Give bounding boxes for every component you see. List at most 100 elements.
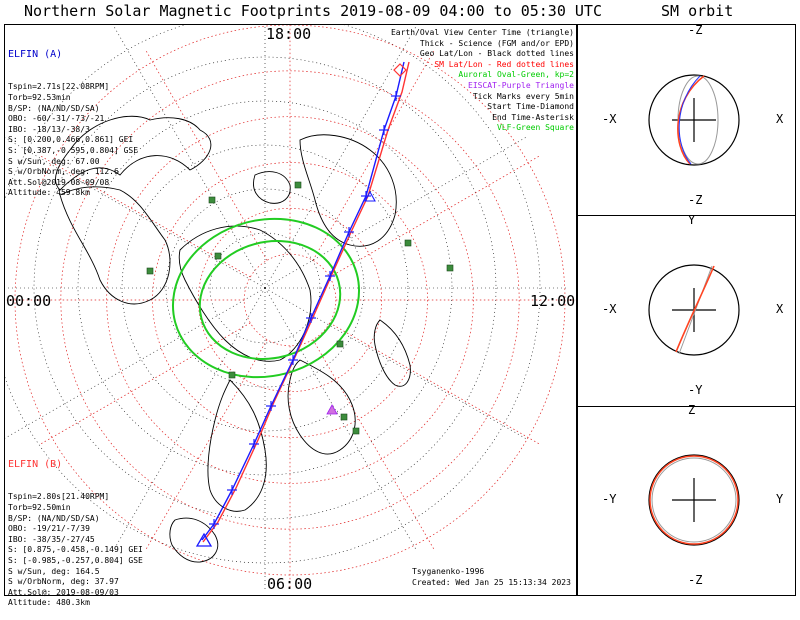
legend-entry: VLF-Green Square bbox=[496, 123, 574, 133]
vlf-square bbox=[214, 252, 222, 260]
info-line: S w/OrbNorm, deg: 37.97 bbox=[8, 577, 119, 587]
orbit-title: SM orbit bbox=[661, 2, 734, 20]
info-line: S w/Sun, deg: 67.00 bbox=[8, 156, 100, 166]
info-line: OBO: -60/-31/-73/-21 bbox=[8, 114, 105, 124]
orbit-path-grey bbox=[678, 265, 713, 355]
track-ticks bbox=[209, 91, 401, 529]
vlf-square bbox=[352, 427, 360, 435]
orbit-path-b bbox=[677, 75, 705, 165]
legend-entry: SM Lat/Lon - Red dotted lines bbox=[434, 59, 574, 69]
sm-mlt-spoke bbox=[145, 339, 268, 551]
view-center-triangle bbox=[195, 532, 213, 547]
view-center-triangle-b bbox=[364, 190, 376, 202]
geo-meridian bbox=[264, 25, 417, 289]
orbit-path-grey bbox=[651, 457, 737, 543]
earth-circle bbox=[648, 454, 740, 546]
geo-meridian bbox=[113, 25, 266, 289]
info-line: Att.Sol@2019-08-09/08 bbox=[8, 177, 110, 187]
elfin-a-lines: Tspin=2.71s[22.08RPM] Torb=92.53min B/SP: … bbox=[8, 82, 138, 199]
info-line: S w/OrbNorm, deg: 112.6 bbox=[8, 167, 119, 177]
elfin-b-track bbox=[202, 61, 410, 543]
orbit-axis-label: -Z bbox=[688, 23, 703, 37]
mlt-label-right: 12:00 bbox=[530, 292, 576, 310]
legend-entry: EISCAT-Purple Triangle bbox=[468, 80, 574, 90]
legend-entry: Earth/Oval View Center Time (triangle) bbox=[390, 28, 574, 37]
main-title: Northern Solar Magnetic Footprints 2019-… bbox=[24, 2, 602, 20]
plot-canvas bbox=[5, 25, 740, 591]
info-line: OBO: -19/21/-7/39 bbox=[8, 524, 90, 534]
map-panel bbox=[4, 24, 577, 596]
legend-entry: End Time-Asterisk bbox=[492, 112, 574, 122]
info-line: S: [0.387,-0.595,0.804] GSE bbox=[8, 145, 139, 155]
mlt-label-bottom: 06:00 bbox=[267, 575, 313, 593]
info-line: S: [0.200,0.466,0.861] GEI bbox=[8, 135, 134, 145]
earth-circle bbox=[648, 74, 740, 166]
sm-lat-circle bbox=[152, 162, 428, 438]
sm-lat-circle bbox=[197, 207, 383, 393]
track-markers bbox=[195, 63, 407, 547]
orbit-path-b bbox=[675, 265, 715, 353]
info-line: S: [0.875,-0.458,-0.149] GEI bbox=[8, 545, 143, 555]
info-line: Tspin=2.80s[21.40RPM] bbox=[8, 492, 110, 502]
legend-entry: Tick Marks every 5min bbox=[472, 91, 574, 101]
vlf-square bbox=[208, 196, 216, 204]
orbit-axis-label: Y bbox=[776, 492, 784, 506]
geo-meridian bbox=[5, 137, 266, 289]
elfin-b-header: ELFIN (B) bbox=[8, 459, 63, 471]
earth-circle bbox=[648, 264, 740, 356]
legend-entry: Auroral Oval-Green, kp=2 bbox=[458, 70, 574, 80]
orbit-axis-label: -Z bbox=[688, 573, 703, 587]
info-line: IBO: -18/13/-38/3 bbox=[8, 124, 90, 134]
legend-entry: Start Time-Diamond bbox=[487, 102, 574, 112]
sm-mlt-spoke bbox=[329, 155, 541, 278]
vlf-square bbox=[228, 371, 236, 379]
vlf-stations bbox=[146, 181, 454, 435]
orbit-panels bbox=[648, 74, 740, 546]
legend-entry: Thick - Science (FGM and/or EPD) bbox=[419, 38, 574, 48]
geo-meridian bbox=[264, 287, 417, 551]
orbit-axis-label: X bbox=[776, 302, 784, 316]
legend: Earth/Oval View Center Time (triangle) Th… bbox=[391, 28, 574, 134]
orbit-path-b bbox=[649, 455, 739, 545]
orbit-path-a bbox=[678, 75, 701, 165]
info-line: IBO: -38/35/-27/45 bbox=[8, 534, 95, 544]
info-line: Torb=92.53min bbox=[8, 92, 71, 102]
start-diamond bbox=[393, 63, 407, 77]
info-line: B/SP: (NA/ND/SD/SA) bbox=[8, 513, 100, 523]
eiscat-triangle bbox=[326, 404, 338, 415]
elfin-b-info: ELFIN (B) Tspin=2.80s[21.40RPM] Torb=92.5… bbox=[8, 438, 143, 620]
vlf-square bbox=[294, 181, 302, 189]
sm-lat-circle bbox=[60, 70, 520, 530]
orbit-axis-label: -Y bbox=[688, 383, 703, 397]
info-line: B/SP: (NA/ND/SD/SA) bbox=[8, 103, 100, 113]
sm-mlt-spoke bbox=[312, 339, 435, 551]
sm-mlt-spoke bbox=[312, 49, 435, 261]
elfin-a-header: ELFIN (A) bbox=[8, 49, 63, 61]
sm-lat-circle bbox=[243, 253, 337, 347]
orbit-panel-yz bbox=[577, 406, 796, 596]
created-label: Created: Wed Jan 25 15:13:34 2023 bbox=[412, 578, 571, 587]
orbit-axis-label: -X bbox=[602, 302, 617, 316]
geo-meridian bbox=[113, 287, 266, 551]
geo-lat-circle bbox=[209, 232, 321, 344]
info-line: S: [-0.985,-0.257,0.804] GSE bbox=[8, 555, 143, 565]
orbit-axis-label: Z bbox=[688, 403, 696, 417]
info-line: Altitude: 459.8km bbox=[8, 188, 90, 198]
geo-lat-circle bbox=[165, 188, 365, 388]
sm-mlt-spoke bbox=[329, 322, 541, 445]
geo-lat-circle bbox=[121, 144, 409, 432]
vlf-square bbox=[336, 340, 344, 348]
mlt-label-left: 00:00 bbox=[6, 292, 52, 310]
info-line: Tspin=2.71s[22.08RPM] bbox=[8, 82, 110, 92]
orbit-axis-label: -Y bbox=[602, 492, 617, 506]
geo-meridian bbox=[5, 287, 266, 439]
info-line: Att.Sol@: 2019-08-09/03 bbox=[8, 587, 119, 597]
orbit-axis-label: -X bbox=[602, 112, 617, 126]
info-line: Torb=92.50min bbox=[8, 502, 71, 512]
geo-meridian bbox=[264, 136, 528, 289]
model-label: Tsyganenko-1996 bbox=[412, 567, 485, 576]
elfin-a-track bbox=[201, 61, 405, 541]
geo-lat-circle bbox=[33, 56, 497, 520]
orbit-axis-label: -Z bbox=[688, 193, 703, 207]
info-line: S w/Sun, deg: 164.5 bbox=[8, 566, 100, 576]
